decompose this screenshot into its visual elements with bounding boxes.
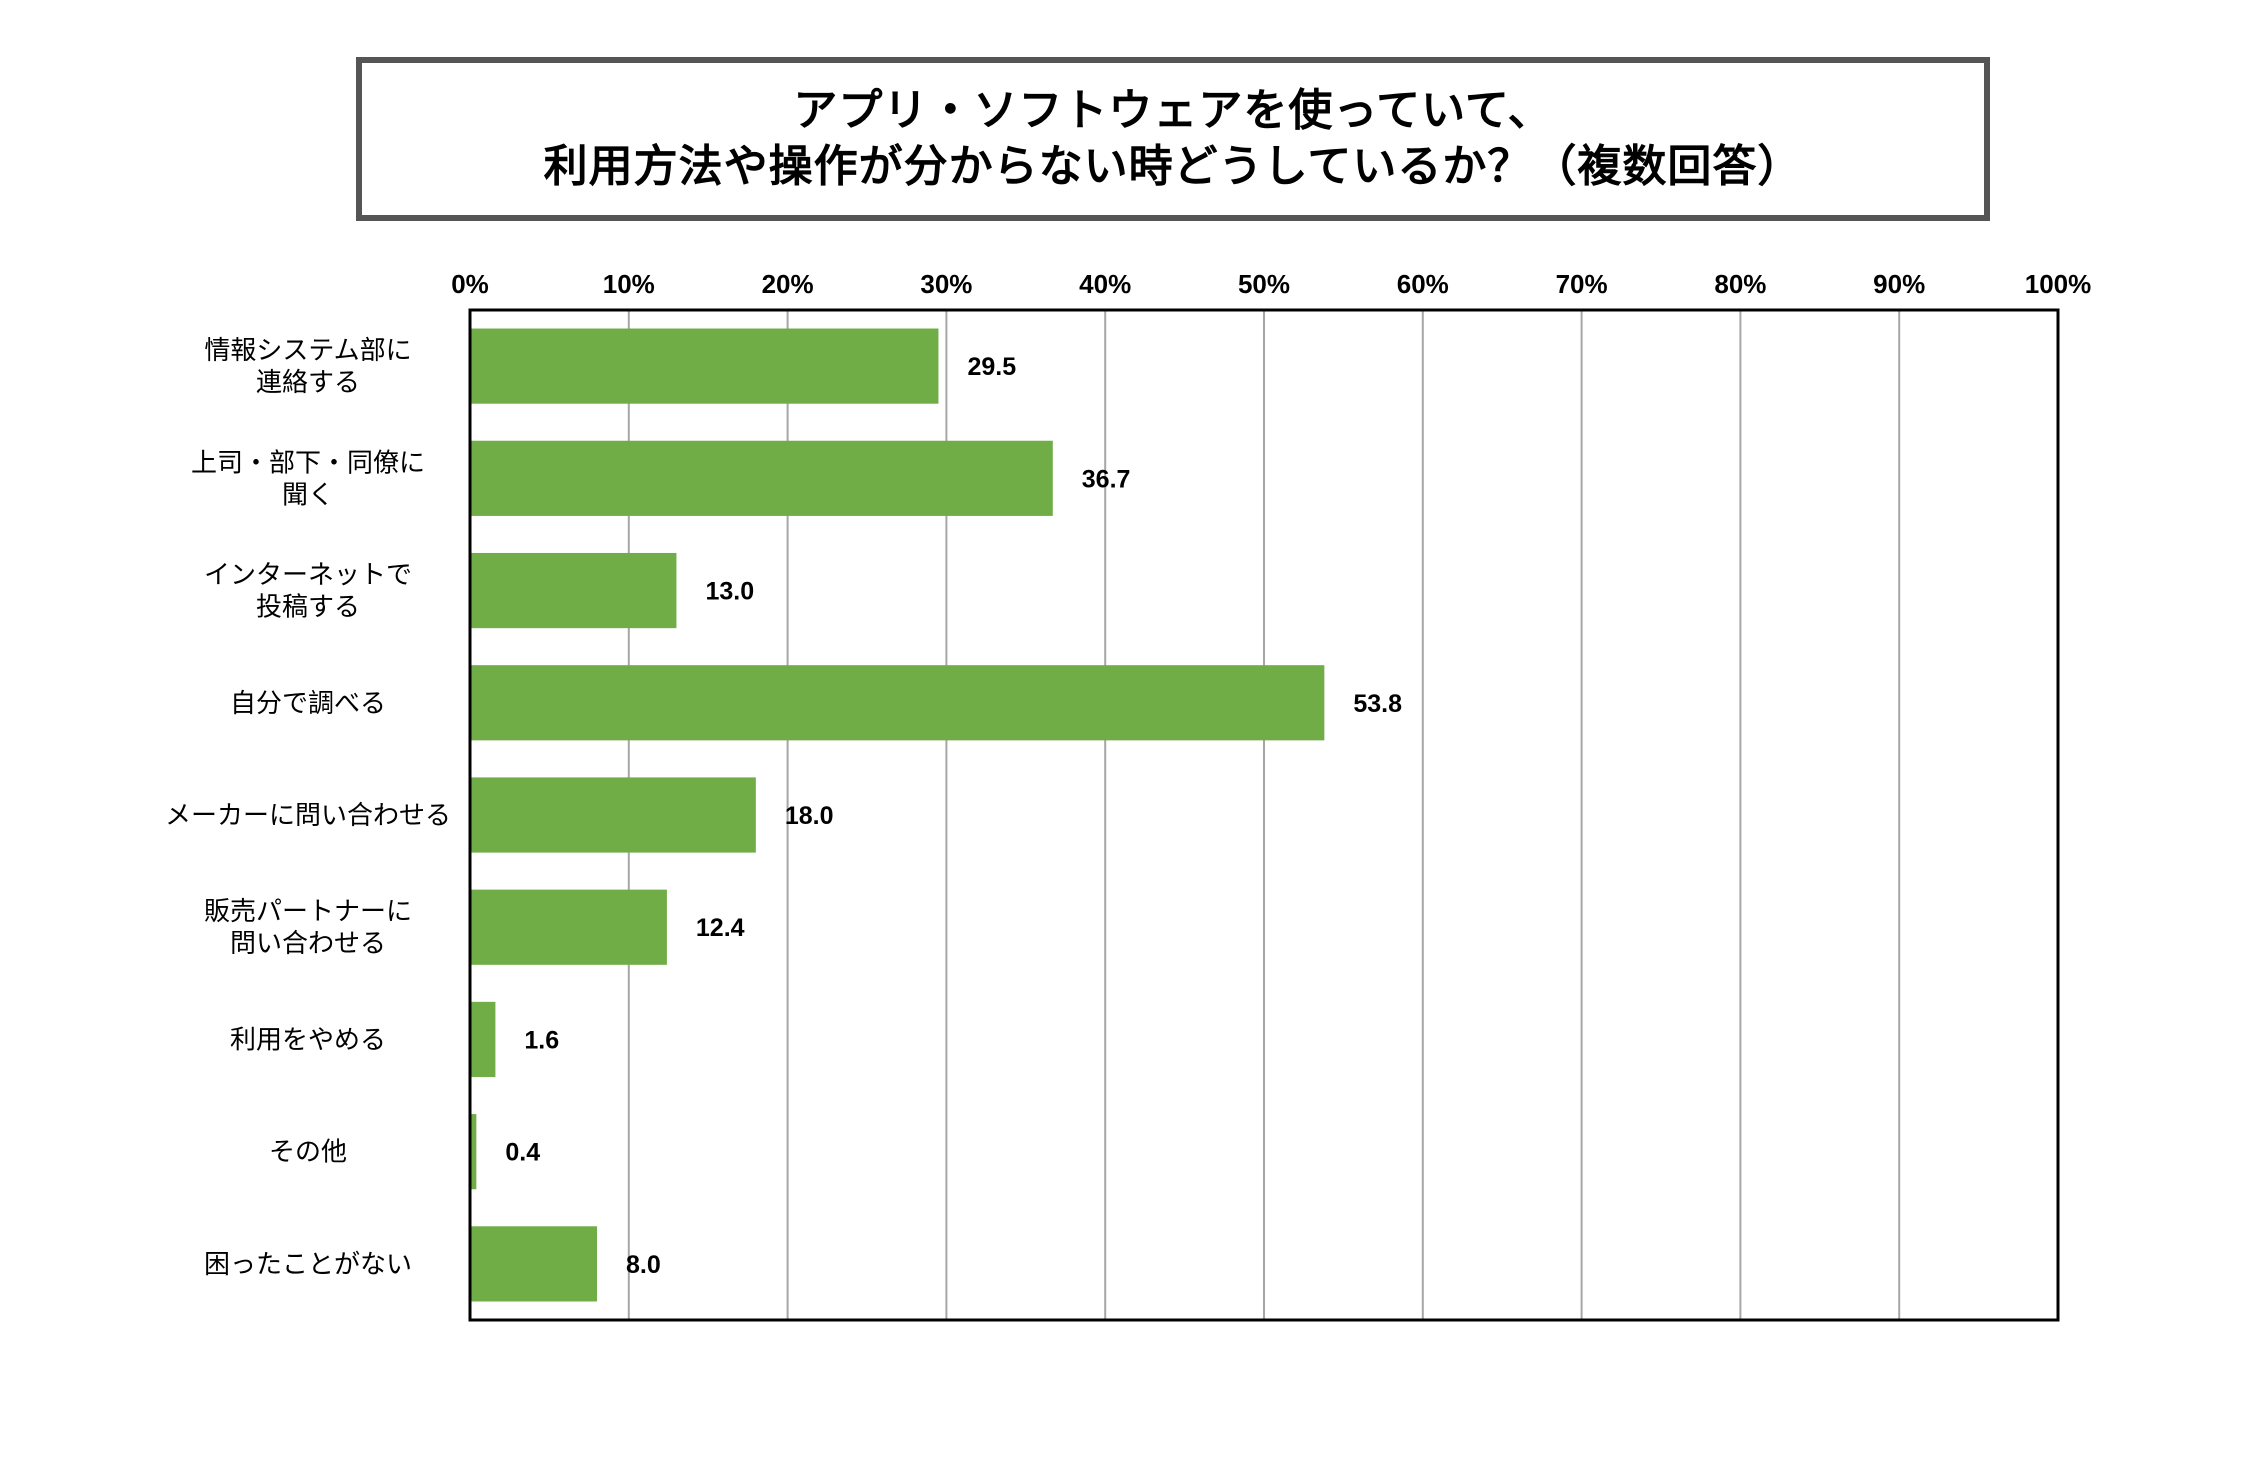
category-label: 販売パートナーに問い合わせる (204, 897, 412, 959)
value-label: 8.0 (626, 1251, 661, 1279)
bar (470, 552, 677, 629)
category-label-line: 困ったことがない (204, 1250, 412, 1280)
category-label-line: 情報システム部に (204, 336, 411, 366)
chart-title-line-2: 利用方法や操作が分からない時どうしているか？（複数回答） (543, 141, 1803, 192)
category-label-line: 聞く (282, 480, 334, 510)
category-label: 自分で調べる (230, 689, 386, 719)
x-tick-label: 50% (1238, 269, 1290, 299)
bar (470, 777, 756, 853)
category-label: 困ったことがない (204, 1250, 412, 1280)
category-label-line: 上司・部下・同僚に (191, 448, 425, 478)
category-label: その他 (269, 1138, 347, 1168)
category-label-line: 問い合わせる (230, 929, 386, 959)
x-tick-label: 40% (1079, 269, 1131, 299)
category-label-line: 利用をやめる (230, 1025, 386, 1055)
category-label-line: 自分で調べる (230, 689, 386, 719)
x-tick-label: 30% (920, 269, 972, 299)
bar (470, 328, 939, 404)
x-tick-label: 0% (451, 269, 489, 299)
x-tick-label: 100% (2025, 269, 2092, 299)
category-label-line: 連絡する (256, 368, 360, 398)
x-tick-label: 80% (1714, 269, 1766, 299)
x-tick-label: 70% (1556, 269, 1608, 299)
value-label: 13.0 (705, 578, 754, 606)
category-label: インターネットで投稿する (204, 561, 412, 623)
category-label: 利用をやめる (230, 1025, 386, 1055)
chart-title-box: アプリ・ソフトウェアを使っていて、 利用方法や操作が分からない時どうしているか？… (356, 57, 1990, 221)
value-label: 1.6 (524, 1026, 559, 1054)
category-label-line: 投稿する (256, 593, 360, 623)
bar (470, 665, 1325, 741)
category-label: 上司・部下・同僚に聞く (191, 448, 425, 510)
bar (470, 1001, 496, 1078)
category-label: 情報システム部に連絡する (204, 336, 411, 398)
value-label: 29.5 (967, 353, 1016, 381)
value-label: 53.8 (1353, 690, 1402, 718)
value-label: 36.7 (1082, 465, 1131, 493)
value-label: 12.4 (696, 914, 745, 942)
x-tick-label: 60% (1397, 269, 1449, 299)
value-label: 18.0 (785, 802, 834, 830)
bar (470, 1114, 477, 1190)
bar (470, 889, 667, 965)
category-label-line: その他 (269, 1138, 347, 1168)
category-label-line: メーカーに問い合わせる (165, 801, 451, 831)
x-tick-label: 20% (762, 269, 814, 299)
category-label: メーカーに問い合わせる (165, 801, 451, 831)
category-label-line: 販売パートナーに (204, 897, 412, 927)
plot-frame (468, 308, 2060, 1322)
category-label-line: インターネットで (204, 561, 412, 591)
bar (470, 440, 1053, 516)
bar (470, 1226, 598, 1302)
x-tick-label: 10% (603, 269, 655, 299)
value-label: 0.4 (505, 1139, 540, 1167)
chart-title-line-1: アプリ・ソフトウェアを使っていて、 (793, 85, 1553, 136)
x-tick-label: 90% (1873, 269, 1925, 299)
